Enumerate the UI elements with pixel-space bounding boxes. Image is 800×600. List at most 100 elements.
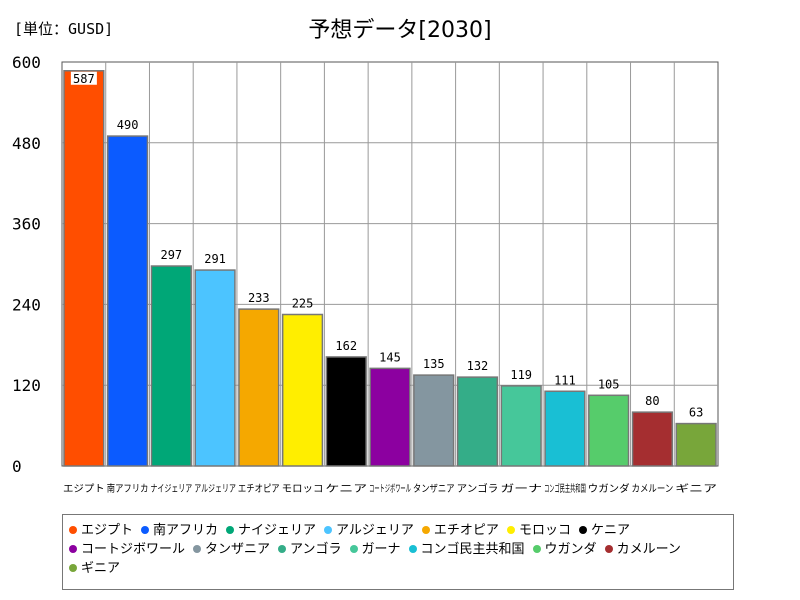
legend-marker	[278, 544, 287, 553]
legend-marker	[604, 544, 613, 553]
y-tick-label: 120	[12, 376, 41, 395]
y-tick-label: 480	[12, 134, 41, 153]
x-tick-label: アンゴラ	[457, 482, 499, 495]
bar	[325, 356, 367, 467]
data-label: 80	[645, 394, 659, 408]
legend-label: タンザニア	[205, 542, 271, 557]
bar	[106, 135, 149, 467]
bar	[150, 265, 192, 467]
legend-label: エチオピア	[433, 523, 499, 538]
legend-marker	[226, 525, 235, 534]
data-label: 233	[248, 291, 270, 305]
data-label: 63	[689, 406, 703, 420]
data-label: 105	[598, 377, 620, 391]
x-tick-label: ナイジェリア	[150, 483, 192, 495]
bar	[631, 411, 674, 467]
legend-marker	[69, 525, 77, 534]
legend-marker	[69, 544, 77, 553]
y-tick-label: 360	[12, 215, 41, 234]
legend-label: アルジェリア	[336, 523, 414, 538]
legend-item: タンザニア	[193, 540, 270, 559]
legend-label: ナイジェリア	[238, 523, 317, 538]
legend-label: エジプト	[81, 523, 134, 538]
unit-label: [単位：GUSD]	[14, 20, 114, 38]
legend-marker	[532, 544, 541, 553]
chart-title: 予想データ[2030]	[308, 18, 492, 43]
bar	[675, 422, 717, 467]
bar	[194, 269, 236, 467]
legend-marker	[141, 525, 150, 534]
data-label: 297	[160, 248, 182, 262]
legend-item: エチオピア	[421, 521, 499, 540]
bar	[588, 394, 630, 467]
legend-marker	[349, 544, 358, 553]
data-label: 225	[292, 297, 314, 311]
legend-marker	[421, 525, 430, 534]
data-label: 162	[335, 339, 357, 353]
y-tick-label: 0	[12, 457, 22, 476]
bar	[413, 374, 455, 467]
data-label: 587	[73, 72, 95, 86]
data-label: 111	[554, 373, 576, 387]
legend-item: アンゴラ	[278, 540, 342, 559]
x-tick-label: コンゴ民主共和国	[544, 482, 586, 495]
bar	[63, 70, 105, 467]
legend-item: ギニア	[69, 559, 120, 578]
bar	[369, 367, 411, 467]
legend-item: ナイジェリア	[226, 521, 316, 540]
y-tick-label: 240	[12, 295, 41, 314]
legend-label: ガーナ	[361, 542, 401, 557]
legend-item: 南アフリカ	[141, 521, 218, 540]
legend-item: コートジボワール	[69, 540, 185, 559]
bar	[544, 390, 586, 467]
legend-label: カメルーン	[616, 542, 681, 557]
y-tick-label: 600	[12, 53, 41, 72]
legend-item: ケニア	[578, 521, 630, 540]
legend-marker	[578, 525, 587, 534]
data-label: 291	[204, 252, 226, 266]
data-label: 490	[117, 118, 139, 132]
x-tick-label: 南アフリカ	[107, 482, 149, 495]
bar	[238, 308, 280, 467]
data-label: 119	[510, 368, 532, 382]
legend-marker	[69, 563, 77, 572]
legend-item: コンゴ民主共和国	[408, 540, 525, 559]
legend-marker	[408, 544, 417, 553]
data-label: 135	[423, 357, 445, 371]
legend-item: ウガンダ	[532, 540, 597, 559]
x-tick-label: エチオピア	[238, 483, 280, 495]
x-tick-label: ギニア	[675, 483, 717, 495]
legend-item: アルジェリア	[324, 521, 414, 540]
x-tick-label: タンザニア	[413, 483, 455, 495]
x-tick-label: ガーナ	[500, 483, 542, 495]
legend-marker	[506, 525, 515, 534]
legend-marker	[193, 544, 202, 553]
legend-item: カメルーン	[604, 540, 681, 559]
legend-label: ウガンダ	[544, 542, 597, 557]
legend-item: モロッコ	[506, 521, 571, 540]
legend-label: ケニア	[590, 523, 630, 538]
legend-label: アンゴラ	[290, 542, 342, 557]
legend-label: モロッコ	[518, 523, 571, 538]
x-tick-label: モロッコ	[282, 484, 324, 495]
legend-item: エジプト	[69, 521, 133, 540]
bar	[500, 385, 542, 467]
data-label: 132	[467, 359, 489, 373]
legend: エジプト 南アフリカ ナイジェリア アルジェリア エチオピア モロッコ ケニアコートジボワー…	[62, 514, 734, 590]
bar	[281, 313, 324, 467]
x-tick-label: カメルーン	[632, 483, 674, 495]
x-tick-label: アルジェリア	[194, 484, 236, 495]
x-tick-label: コートジボワール	[369, 483, 411, 495]
x-tick-label: ウガンダ	[588, 482, 630, 495]
legend-label: 南アフリカ	[153, 523, 219, 538]
legend-label: コートジボワール	[81, 542, 186, 557]
bar	[456, 376, 499, 467]
legend-item: ガーナ	[349, 540, 401, 559]
legend-label: コンゴ民主共和国	[420, 542, 525, 557]
data-label: 145	[379, 350, 401, 364]
x-tick-label: ケニア	[325, 483, 367, 495]
legend-label: ギニア	[81, 561, 121, 576]
legend-marker	[324, 525, 333, 534]
data-label-background	[70, 71, 97, 85]
